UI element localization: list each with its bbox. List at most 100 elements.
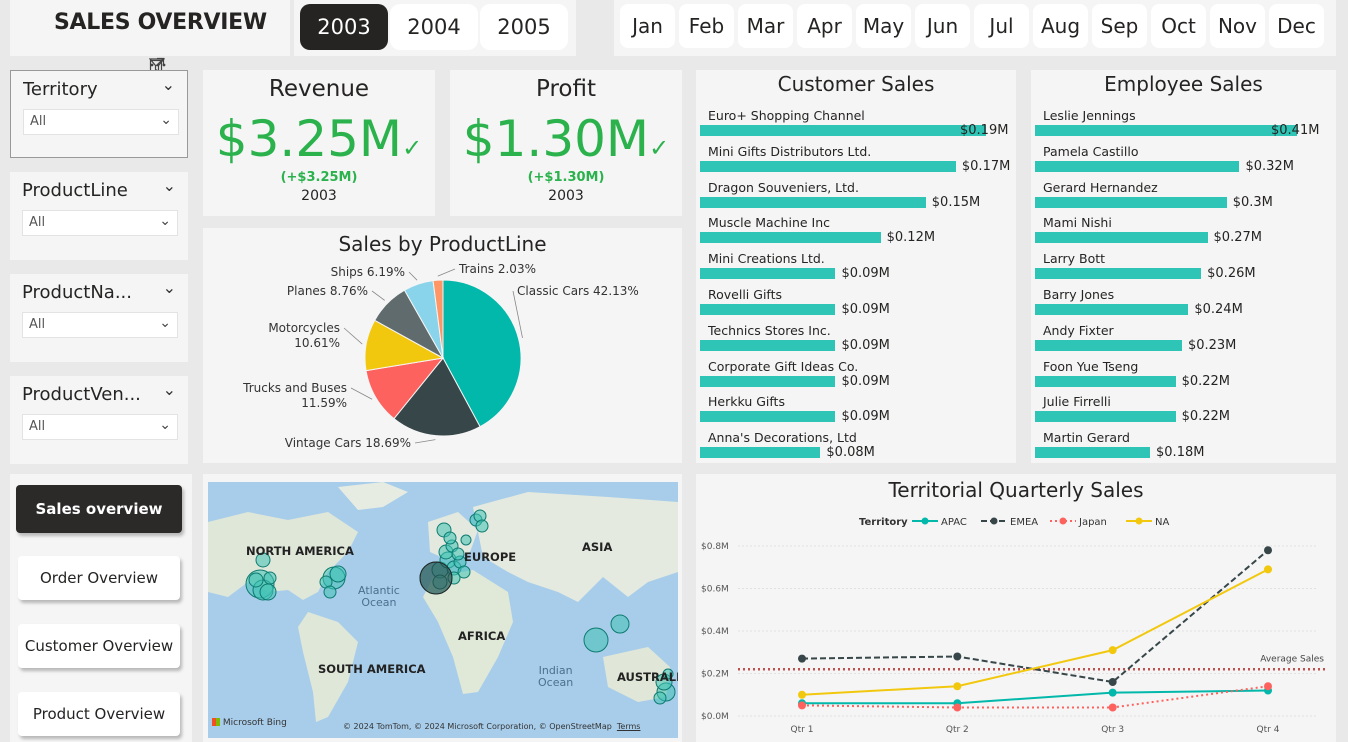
map-bubble[interactable]	[653, 691, 667, 705]
customer-bar-technics-stores-inc[interactable]	[700, 339, 836, 351]
employee-bar-andy-fixter[interactable]	[1035, 339, 1182, 351]
map-bubble[interactable]	[248, 572, 264, 588]
customer-bar-anna-s-decorations-ltd[interactable]	[700, 447, 821, 459]
map-terms-link[interactable]: Terms	[616, 722, 641, 731]
series-point-na-qtr-3[interactable]	[1108, 646, 1117, 655]
map-bubble[interactable]	[323, 585, 337, 599]
employee-bar-mami-nishi[interactable]	[1035, 232, 1208, 244]
map-bubble[interactable]	[662, 668, 674, 680]
productvendor-dropdown[interactable]: All ⌄	[22, 414, 178, 440]
legend-label-japan[interactable]: Japan	[1078, 517, 1107, 528]
microsoft-logo-icon	[212, 718, 220, 726]
series-point-emea-qtr-2[interactable]	[953, 652, 962, 661]
collapse-chevron-icon[interactable]: ⌄	[162, 278, 176, 297]
collapse-chevron-icon[interactable]: ⌄	[161, 75, 175, 94]
pie-slice-vintage-cars[interactable]	[393, 357, 481, 437]
employee-value-julie-firrelli: $0.22M	[1181, 409, 1231, 425]
month-button-jul[interactable]: Jul	[974, 4, 1029, 48]
month-button-jun[interactable]: Jun	[915, 4, 970, 48]
customer-overview-button[interactable]: Customer Overview	[18, 624, 180, 668]
series-point-na-qtr-1[interactable]	[798, 690, 806, 699]
series-point-japan-qtr-2[interactable]	[953, 703, 962, 712]
year-button-2004[interactable]: 2004	[390, 4, 478, 50]
series-point-na-qtr-4[interactable]	[1264, 565, 1272, 574]
employee-bar-martin-gerard[interactable]	[1035, 447, 1151, 459]
month-button-may[interactable]: May	[856, 4, 911, 48]
collapse-chevron-icon[interactable]: ⌄	[162, 176, 176, 195]
month-button-aug[interactable]: Aug	[1033, 4, 1088, 48]
more-options-icon[interactable]	[149, 54, 167, 79]
month-button-nov[interactable]: Nov	[1210, 4, 1265, 48]
map-bubble[interactable]	[255, 552, 271, 568]
month-button-oct[interactable]: Oct	[1151, 4, 1206, 48]
customer-bar-muscle-machine-inc[interactable]	[700, 232, 881, 244]
x-tick-label-qtr-2: Qtr 2	[946, 725, 969, 735]
customer-bar-rovelli-gifts[interactable]	[700, 304, 836, 315]
employee-sales-title: Employee Sales	[1104, 72, 1263, 96]
employee-bar-pamela-castillo[interactable]	[1035, 160, 1240, 172]
map-bubble[interactable]	[259, 583, 277, 601]
month-button-jan[interactable]: Jan	[620, 4, 675, 48]
collapse-chevron-icon[interactable]: ⌄	[162, 380, 176, 399]
series-line-japan[interactable]	[801, 685, 1269, 709]
map-bubble[interactable]	[263, 571, 277, 585]
month-button-apr[interactable]: Apr	[797, 4, 852, 48]
year-button-2005[interactable]: 2005	[480, 4, 568, 50]
employee-bar-barry-jones[interactable]	[1035, 304, 1189, 315]
series-point-japan-qtr-4[interactable]	[1264, 682, 1272, 691]
sales-overview-button[interactable]: Sales overview	[16, 485, 182, 533]
pie-slice-classic-cars[interactable]	[442, 279, 522, 428]
employee-bar-julie-firrelli[interactable]	[1035, 411, 1176, 423]
series-point-japan-qtr-1[interactable]	[798, 701, 806, 710]
legend-label-emea[interactable]: EMEA	[1010, 517, 1038, 528]
map-bubble[interactable]	[443, 531, 457, 545]
legend-label-na[interactable]: NA	[1155, 517, 1169, 528]
series-point-japan-qtr-3[interactable]	[1108, 703, 1117, 712]
product-overview-button[interactable]: Product Overview	[18, 692, 180, 736]
employee-bar-leslie-jennings[interactable]	[1035, 125, 1297, 136]
territorial-quarterly-sales-chart: $0.0M $0.2M $0.4M $0.6M $0.8M Qtr 1 Qtr 2 Qtr 3…	[701, 517, 1326, 735]
month-button-dec[interactable]: Dec	[1269, 4, 1324, 48]
month-button-sep[interactable]: Sep	[1092, 4, 1147, 48]
productline-dropdown[interactable]: All ⌄	[22, 210, 178, 236]
bing-logo: Microsoft Bing	[212, 718, 287, 728]
order-overview-button[interactable]: Order Overview	[18, 556, 180, 600]
map-bubble-selected[interactable]	[419, 561, 453, 595]
series-line-emea[interactable]	[801, 549, 1269, 684]
employee-bar-larry-bott[interactable]	[1035, 268, 1202, 280]
employee-bar-foon-yue-tseng[interactable]	[1035, 375, 1176, 387]
customer-bar-herkku-gifts[interactable]	[700, 411, 836, 423]
x-tick-label-qtr-4: Qtr 4	[1257, 725, 1280, 735]
sales-map[interactable]: NORTH AMERICA EUROPE ASIA AFRICA SOUTH A…	[208, 482, 678, 738]
customer-bar-corporate-gift-ideas-co[interactable]	[700, 375, 836, 387]
map-bubble[interactable]	[475, 519, 489, 533]
map-bubble[interactable]	[610, 614, 630, 634]
productline-pie-panel: Sales by ProductLine Classic Cars 42.13%…	[203, 228, 682, 463]
map-bubble[interactable]	[451, 547, 465, 561]
month-button-mar[interactable]: Mar	[738, 4, 793, 48]
employee-bar-gerard-hernandez[interactable]	[1035, 196, 1227, 208]
year-button-2003[interactable]: 2003	[300, 4, 388, 50]
productname-dropdown[interactable]: All ⌄	[22, 312, 178, 338]
month-button-feb[interactable]: Feb	[679, 4, 734, 48]
series-point-emea-qtr-3[interactable]	[1108, 678, 1117, 686]
customer-bar-dragon-souveniers-ltd[interactable]	[700, 196, 926, 208]
territory-dropdown[interactable]: All ⌄	[23, 109, 179, 135]
map-bubble[interactable]	[457, 565, 471, 579]
customer-bar-mini-gifts-distributors-ltd[interactable]	[700, 160, 956, 172]
map-bubble[interactable]	[460, 534, 472, 546]
legend-label-apac[interactable]: APAC	[941, 517, 967, 528]
pie-slice-trains[interactable]	[432, 279, 444, 359]
series-point-apac-qtr-3[interactable]	[1108, 688, 1117, 697]
series-point-na-qtr-2[interactable]	[953, 682, 962, 691]
series-point-emea-qtr-4[interactable]	[1264, 546, 1272, 555]
customer-bar-mini-creations-ltd[interactable]	[700, 268, 836, 280]
territorial-quarterly-sales-panel: Territorial Quarterly Sales $0.0M $0.2M $0…	[696, 474, 1336, 742]
map-bubble[interactable]	[329, 565, 347, 583]
pie-pct-trucks-and-buses: 11.59%	[301, 396, 347, 410]
series-line-na[interactable]	[801, 568, 1269, 696]
series-line-apac[interactable]	[802, 689, 1269, 705]
customer-bar-euro-shopping-channel[interactable]	[700, 125, 986, 136]
map-bubble[interactable]	[583, 627, 609, 653]
series-point-emea-qtr-1[interactable]	[798, 654, 806, 663]
